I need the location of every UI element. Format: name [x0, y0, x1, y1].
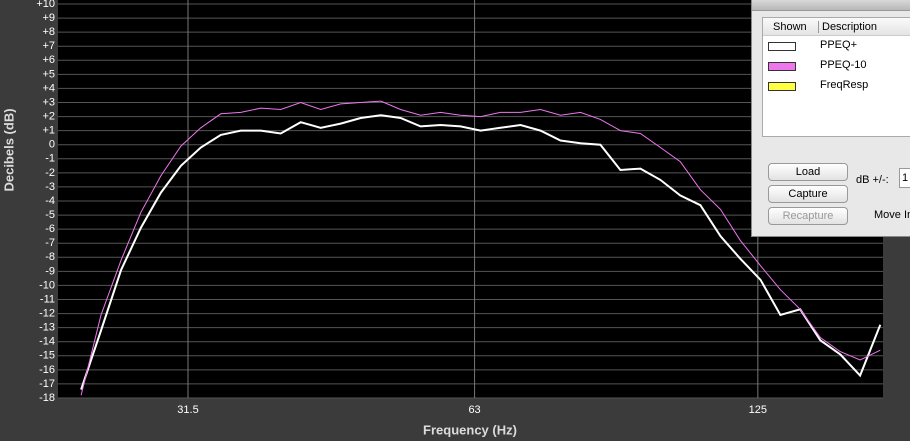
y-tick-label: +7 — [42, 40, 55, 52]
y-tick-label: +5 — [42, 68, 55, 80]
legend-swatch — [768, 62, 796, 71]
data-line — [80, 100, 881, 396]
table-header: Shown Description — [763, 18, 910, 36]
y-tick-label: +8 — [42, 26, 55, 38]
y-tick-label: -18 — [39, 392, 55, 404]
y-tick-label: -13 — [39, 322, 55, 334]
y-tick-label: -3 — [45, 181, 55, 193]
y-tick-label: -8 — [45, 251, 55, 263]
x-tick-label: 63 — [468, 404, 480, 416]
y-tick-label: +3 — [42, 96, 55, 108]
db-label: dB +/-: — [856, 174, 889, 186]
y-tick-label: +9 — [42, 12, 55, 24]
y-tick-label: -16 — [39, 364, 55, 376]
y-tick-label: -14 — [39, 336, 55, 348]
y-tick-label: -4 — [45, 195, 55, 207]
y-tick-label: -15 — [39, 350, 55, 362]
legend-label: PPEQ+ — [820, 39, 857, 51]
legend-row[interactable]: FreqResp — [763, 76, 910, 96]
legend-label: PPEQ-10 — [820, 59, 867, 71]
y-tick-label: +10 — [36, 0, 55, 10]
y-tick-label: 0 — [49, 139, 55, 151]
y-tick-label: -5 — [45, 209, 55, 221]
move-label: Move In — [874, 209, 910, 221]
legend-label: FreqResp — [820, 79, 869, 91]
y-tick-label: +6 — [42, 54, 55, 66]
y-tick-label: -17 — [39, 378, 55, 390]
y-tick-label: -2 — [45, 167, 55, 179]
plot-area — [58, 0, 883, 398]
y-tick-label: -6 — [45, 223, 55, 235]
y-tick-label: -7 — [45, 237, 55, 249]
data-line — [80, 114, 882, 390]
capture-button[interactable]: Capture — [768, 185, 848, 203]
y-tick-label: -11 — [40, 293, 55, 305]
x-tick-label: 31.5 — [177, 404, 198, 416]
legend-row[interactable]: PPEQ-10 — [763, 56, 910, 76]
y-tick-label: -10 — [39, 279, 55, 291]
db-input[interactable]: 1 — [899, 168, 910, 188]
y-tick-label: +1 — [42, 125, 55, 137]
y-tick-label: -1 — [45, 153, 55, 165]
legend-swatch — [768, 42, 796, 51]
legend-swatch — [768, 82, 796, 91]
y-tick-label: +2 — [42, 110, 55, 122]
load-button[interactable]: Load — [768, 163, 848, 181]
column-header: Shown — [773, 21, 807, 33]
y-axis-title: Decibels (dB) — [1, 108, 16, 191]
x-tick-label: 125 — [749, 404, 767, 416]
y-tick-label: +4 — [42, 82, 55, 94]
y-tick-label: -12 — [39, 307, 55, 319]
recapture-button: Recapture — [768, 207, 848, 225]
column-header: Description — [818, 21, 877, 33]
legend-row[interactable]: PPEQ+ — [763, 36, 910, 56]
title-bar — [752, 0, 910, 11]
x-axis-title: Frequency (Hz) — [423, 422, 517, 437]
legend-window: Shown Description PPEQ+ PPEQ-10 FreqResp L… — [751, 0, 910, 237]
legend-table: Shown Description PPEQ+ PPEQ-10 FreqResp — [762, 17, 910, 137]
y-tick-label: -9 — [45, 265, 55, 277]
